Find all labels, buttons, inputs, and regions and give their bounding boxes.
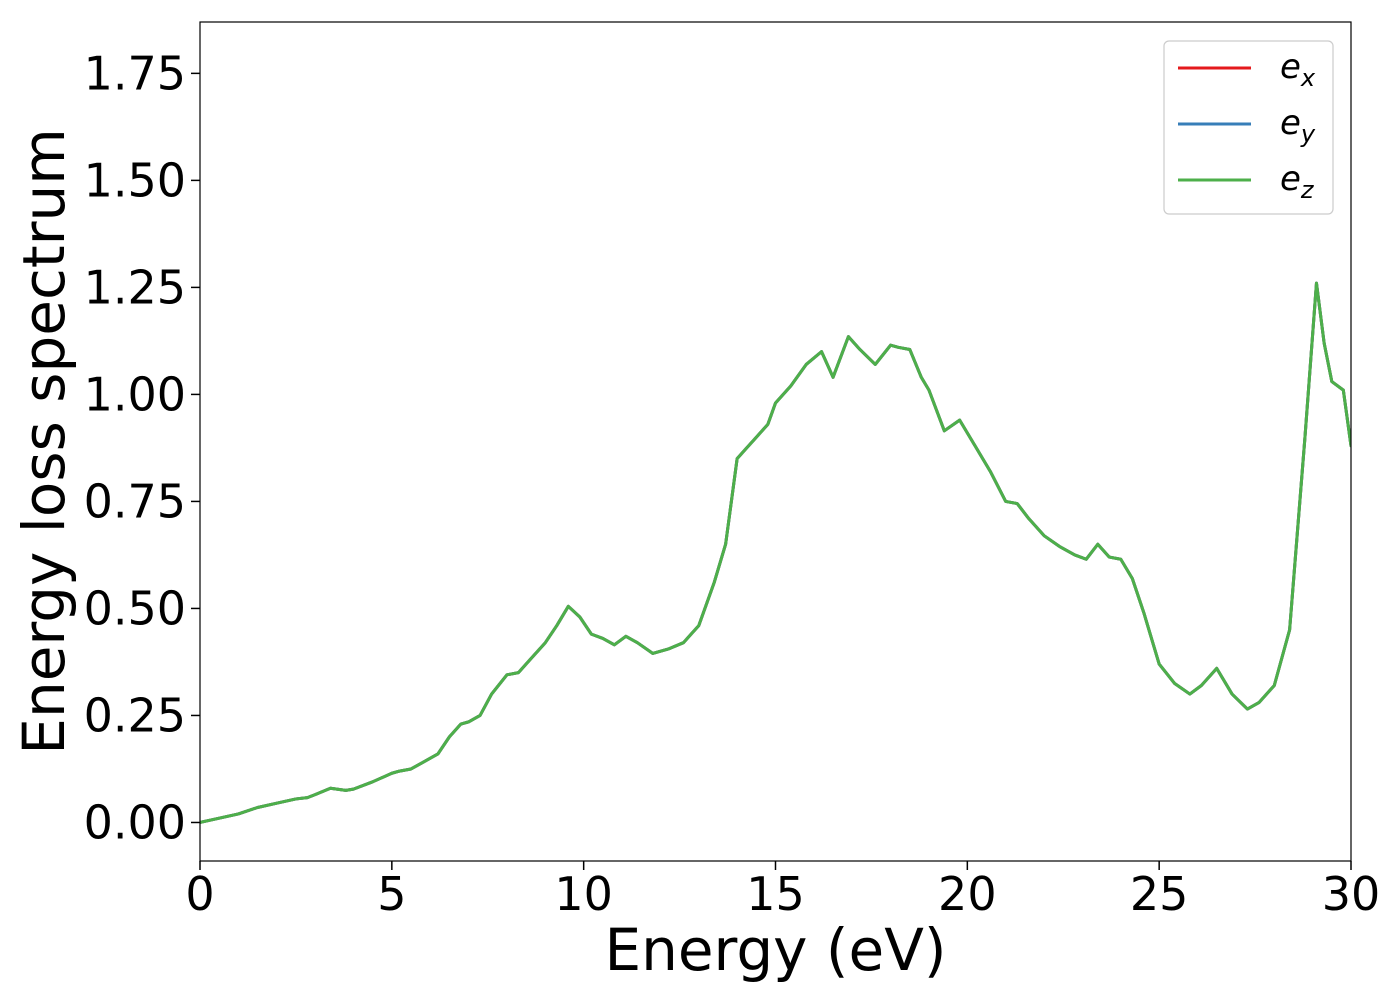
y-tick-label: 0.50 [84, 581, 186, 635]
x-tick-label: 25 [1130, 867, 1189, 921]
series-line-ex [200, 281, 1351, 824]
x-tick-label: 0 [185, 867, 214, 921]
x-tick-label: 5 [377, 867, 406, 921]
y-tick-label: 1.25 [84, 260, 186, 314]
series-line-ez [200, 281, 1351, 824]
legend-label-ey: ey [1280, 103, 1316, 148]
axes: 0 5 10 15 20 25 30 0.00 0.25 0.50 0.75 1.00 1.25 1.50… [84, 21, 1381, 921]
x-tick-label: 10 [554, 867, 613, 921]
y-tick-label: 0.75 [84, 474, 186, 528]
legend-label-ex: ex [1280, 47, 1316, 92]
x-tick-label: 20 [938, 867, 997, 921]
legend: ex ey ez [1163, 40, 1334, 215]
y-tick-label: 0.00 [84, 795, 186, 849]
series-line-ey [200, 281, 1351, 824]
y-tick-label: 1.75 [84, 46, 186, 100]
legend-label-ez: ez [1280, 159, 1315, 204]
y-axis-label: Energy loss spectrum [10, 128, 78, 754]
y-tick-label: 0.25 [84, 688, 186, 742]
y-tick-label: 1.50 [84, 153, 186, 207]
x-axis-label: Energy (eV) [604, 916, 946, 984]
plot-area [200, 281, 1351, 824]
legend-box [1163, 40, 1334, 215]
x-tick-label: 30 [1322, 867, 1381, 921]
y-tick-label: 1.00 [84, 367, 186, 421]
x-tick-label: 15 [746, 867, 805, 921]
